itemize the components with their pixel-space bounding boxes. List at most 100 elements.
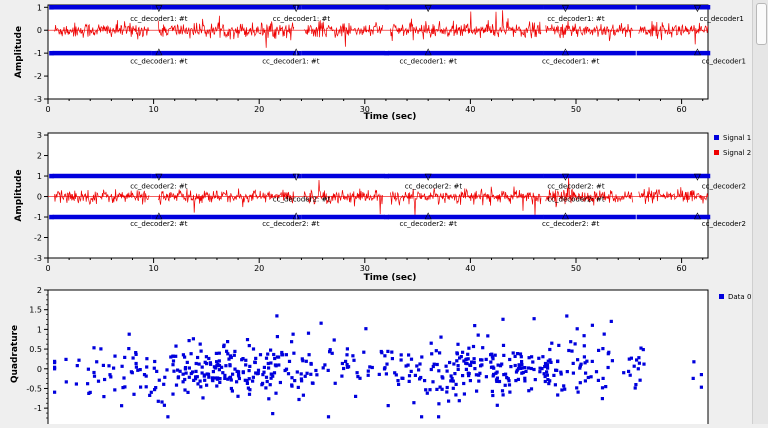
scatter-point [386, 404, 390, 408]
scatter-point [462, 381, 466, 386]
scatter-point [262, 370, 266, 374]
scatter-point [231, 372, 235, 376]
scatter-point [212, 365, 216, 369]
scatter-point [130, 371, 134, 375]
stream-tag-label: cc_decoder2: #t [547, 182, 605, 190]
legend-swatch-1 [714, 135, 719, 140]
scatter-point [113, 354, 117, 358]
scatter-point [470, 360, 474, 364]
scatter-point [449, 379, 453, 383]
tag-marker-up [292, 48, 300, 56]
scatter-point [247, 377, 251, 381]
scatter-point [404, 364, 408, 368]
scatter-point [53, 361, 57, 365]
scrollbar-thumb[interactable] [756, 3, 767, 45]
constellation-plot: -1 -0.5 0 0.5 1 1.5 2 Quadrature Data 0 [10, 286, 751, 428]
x-tick-label: 20 [254, 105, 264, 114]
scatter-point [493, 353, 497, 357]
scatter-point [292, 351, 296, 355]
scatter-point [254, 371, 258, 375]
tag-marker-down [561, 5, 569, 13]
scatter-point [165, 368, 169, 372]
scatter-point [290, 340, 294, 344]
stream-tag-label: cc_decoder1: #t [542, 57, 600, 65]
x-tick-label: 10 [149, 105, 159, 114]
x-axis-label: Time (sec) [364, 112, 417, 122]
scatter-point [121, 386, 125, 390]
scatter-point [451, 386, 455, 390]
scatter-point [198, 379, 202, 383]
scatter-point [583, 379, 587, 383]
scatter-point [390, 350, 394, 354]
scatter-point [444, 364, 448, 368]
vertical-scrollbar[interactable] [752, 0, 768, 424]
scatter-point [107, 364, 111, 368]
scatter-point [217, 351, 221, 355]
scatter-point [393, 371, 397, 375]
scatter-point [260, 383, 264, 387]
scatter-point [75, 364, 79, 368]
scatter-point [174, 383, 179, 387]
scatter-point [199, 349, 203, 353]
scatter-point [64, 380, 68, 384]
scatter-point [347, 365, 351, 369]
scatter-point [268, 383, 272, 387]
scatter-point [217, 359, 221, 363]
scatter-point [491, 374, 495, 378]
scatter-point [266, 352, 270, 356]
y-tick-label: 1 [37, 325, 42, 334]
scatter-point [235, 380, 239, 384]
scatter-point [606, 365, 610, 370]
scatter-point [515, 352, 520, 356]
scatter-point [247, 392, 252, 396]
scatter-point [495, 403, 499, 407]
scatter-point [386, 349, 390, 353]
scatter-point [425, 391, 429, 395]
scatter-point [518, 352, 523, 356]
scatter-point [149, 390, 153, 394]
scatter-point [251, 375, 255, 379]
scatter-point [582, 334, 586, 338]
scatter-point [366, 373, 370, 377]
y-tick-label: 3 [37, 131, 42, 140]
scatter-point [358, 376, 362, 380]
signal2-trace [157, 15, 295, 48]
scatter-point [457, 399, 461, 403]
scatter-point [176, 368, 180, 372]
scatter-point [258, 353, 263, 357]
scatter-point [296, 385, 300, 389]
scatter-point [102, 395, 106, 399]
scatter-point [467, 346, 471, 350]
scatter-point [399, 358, 403, 362]
scatter-point [172, 369, 176, 373]
scatter-point [439, 335, 443, 339]
scatter-point [571, 371, 575, 375]
scatter-point [99, 347, 103, 351]
scatter-point [440, 387, 444, 391]
signal1-point [384, 173, 389, 179]
scatter-point [215, 384, 219, 388]
scatter-point [246, 386, 250, 390]
scatter-point [542, 372, 546, 376]
scatter-point [477, 379, 481, 383]
scatter-point [478, 371, 482, 375]
scatter-point [307, 353, 311, 357]
scatter-point [230, 389, 234, 393]
scatter-point [464, 357, 468, 362]
scatter-point [181, 353, 185, 357]
scatter-point [473, 367, 477, 371]
scatter-point [382, 367, 387, 371]
scatter-point [74, 382, 78, 386]
scatter-point [508, 390, 512, 394]
scatter-point [352, 358, 356, 362]
scatter-point [486, 334, 490, 338]
signal2-trace [390, 186, 542, 217]
scatter-point [120, 364, 124, 368]
scatter-point [520, 366, 524, 370]
signal1-point [49, 214, 54, 220]
scatter-point [92, 370, 96, 375]
scatter-point [556, 393, 560, 397]
scatter-point [233, 349, 237, 353]
scatter-point [441, 376, 445, 380]
